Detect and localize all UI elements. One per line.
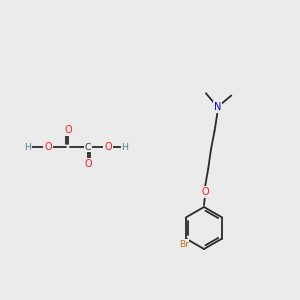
Text: H: H (122, 142, 128, 152)
Text: H: H (25, 142, 32, 152)
Text: O: O (64, 125, 72, 135)
Text: N: N (214, 102, 221, 112)
Text: O: O (84, 159, 92, 169)
Text: O: O (201, 187, 209, 197)
Text: Br: Br (179, 240, 189, 249)
Text: O: O (44, 142, 52, 152)
Text: O: O (104, 142, 112, 152)
Text: C: C (85, 142, 91, 152)
